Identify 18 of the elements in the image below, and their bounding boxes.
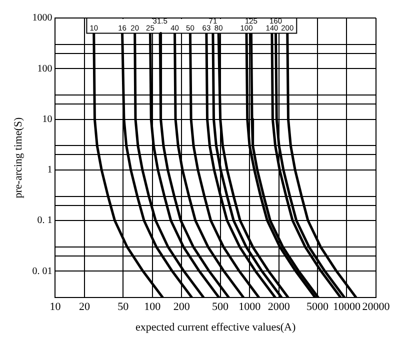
x-tick-label: 200 xyxy=(173,301,190,314)
x-tick-label: 100 xyxy=(144,301,162,314)
y-tick-label: 0. 1 xyxy=(37,215,52,226)
y-tick-label: 1000 xyxy=(32,12,52,24)
y-tick-label: 1 xyxy=(47,164,52,176)
y-axis-title: pre-arcing time(S) xyxy=(12,116,24,198)
x-tick-label: 10000 xyxy=(332,301,361,314)
x-tick-label: 50 xyxy=(118,301,130,314)
x-tick-label: 5000 xyxy=(306,301,329,314)
y-tick-label: 10 xyxy=(42,114,52,125)
y-tick-label: 0. 01 xyxy=(32,266,52,277)
x-tick-label: 1000 xyxy=(238,301,262,314)
x-tick-label: 2000 xyxy=(268,301,290,314)
x-tick-label: 20000 xyxy=(362,301,390,314)
y-tick-label: 100 xyxy=(37,63,52,74)
x-axis-title: expected current effective values(A) xyxy=(136,321,296,334)
x-tick-label: 500 xyxy=(212,301,230,314)
x-tick-label: 20 xyxy=(78,301,90,314)
